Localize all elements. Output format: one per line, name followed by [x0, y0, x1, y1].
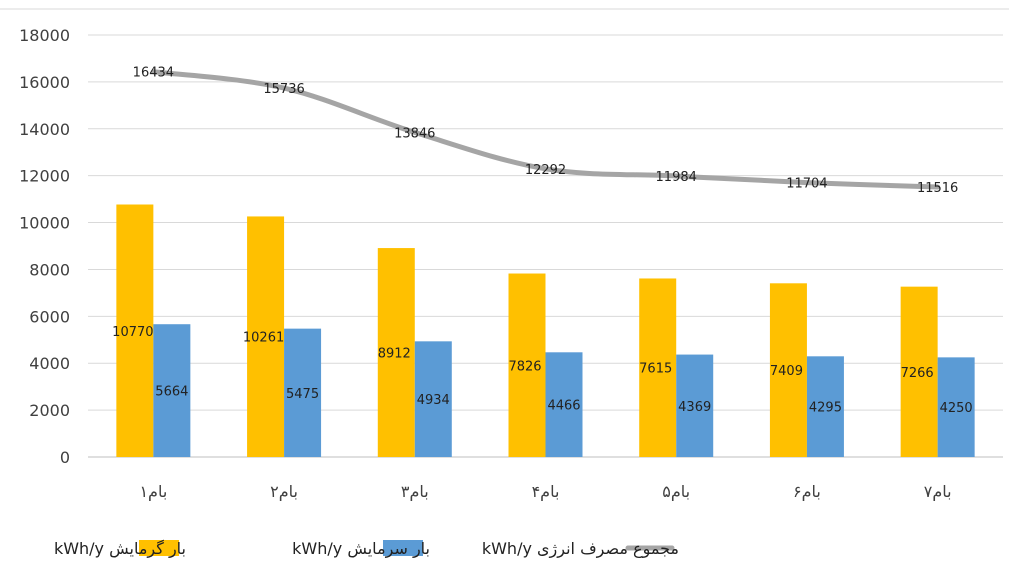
cooling-value-label: 4250: [940, 401, 973, 416]
cooling-bar: [937, 357, 975, 457]
cooling-value-label: 5664: [155, 385, 188, 400]
y-tick-label: 6000: [29, 307, 70, 326]
cooling-bar: [545, 352, 583, 457]
total-value-label: 15736: [263, 82, 304, 97]
heating-bar: [639, 278, 677, 457]
total-value-label: 11516: [917, 181, 958, 196]
total-value-label: 16434: [133, 66, 174, 81]
y-tick-label: 2000: [29, 401, 70, 420]
heating-value-label: 7266: [901, 366, 934, 381]
y-tick-label: 18000: [19, 26, 70, 45]
heating-bar: [377, 248, 415, 457]
heating-value-label: 8912: [378, 347, 411, 362]
legend-heating-label: بار گرمایش kWh/y: [54, 539, 186, 559]
y-tick-label: 0: [60, 448, 70, 467]
cooling-bar: [806, 356, 844, 457]
cooling-bar: [676, 354, 714, 457]
legend-cooling-swatch: [383, 540, 423, 556]
x-category-label: بام۶: [793, 482, 821, 501]
total-value-label: 13846: [394, 126, 435, 141]
x-category-label: بام۳: [401, 482, 429, 501]
heating-value-label: 7826: [508, 359, 541, 374]
cooling-value-label: 4295: [809, 401, 842, 416]
total-value-label: 11704: [786, 177, 827, 192]
heating-bar: [900, 286, 938, 457]
total-value-label: 12292: [525, 163, 566, 178]
x-category-label: بام۱: [139, 482, 167, 501]
cooling-value-label: 5475: [286, 387, 319, 402]
x-category-label: بام۲: [270, 482, 298, 501]
heating-value-label: 10770: [112, 325, 153, 340]
total-value-label: 11984: [656, 170, 697, 185]
cooling-bar: [414, 341, 452, 457]
heating-bar: [247, 216, 285, 457]
legend-total-label: مجموع مصرف انرژی kWh/y: [482, 539, 679, 559]
legend-cooling-label: بار سرمایش kWh/y: [292, 539, 430, 559]
total-line: [150, 69, 941, 190]
x-axis-categories: بام۱ بام۲ بام۳ بام۴ بام۵ بام۶ بام۷: [139, 482, 951, 501]
legend-heating-swatch: [139, 540, 179, 556]
cooling-value-label: 4369: [678, 400, 711, 415]
y-tick-label: 14000: [19, 120, 70, 139]
x-category-label: بام۷: [924, 482, 952, 501]
heating-value-label: 7615: [639, 362, 672, 377]
y-axis-ticks: 0 2000 4000 6000 8000 10000 12000 14000 16000 180…: [19, 26, 70, 467]
cooling-bar: [284, 328, 322, 457]
y-tick-label: 4000: [29, 354, 70, 373]
cooling-value-label: 4934: [417, 393, 450, 408]
heating-bar: [116, 204, 154, 457]
total-energy-line: [150, 69, 941, 190]
heating-bar: [508, 273, 546, 457]
data-labels: 10770 5664 10261 5475 8912 4934 7826 4466 7615 43…: [112, 66, 973, 416]
heating-value-label: 7409: [770, 364, 803, 379]
x-category-label: بام۵: [662, 482, 690, 501]
y-tick-label: 16000: [19, 73, 70, 92]
cooling-value-label: 4466: [547, 399, 580, 414]
y-tick-label: 12000: [19, 167, 70, 186]
x-category-label: بام۴: [532, 482, 560, 501]
bars: [116, 204, 975, 457]
cooling-bar: [153, 324, 191, 457]
heating-value-label: 10261: [243, 331, 284, 346]
legend: بار گرمایش kWh/y بار سرمایش kWh/y مجموع مص…: [54, 539, 679, 559]
y-tick-label: 10000: [19, 214, 70, 233]
y-tick-label: 8000: [29, 260, 70, 279]
heating-bar: [769, 283, 807, 457]
